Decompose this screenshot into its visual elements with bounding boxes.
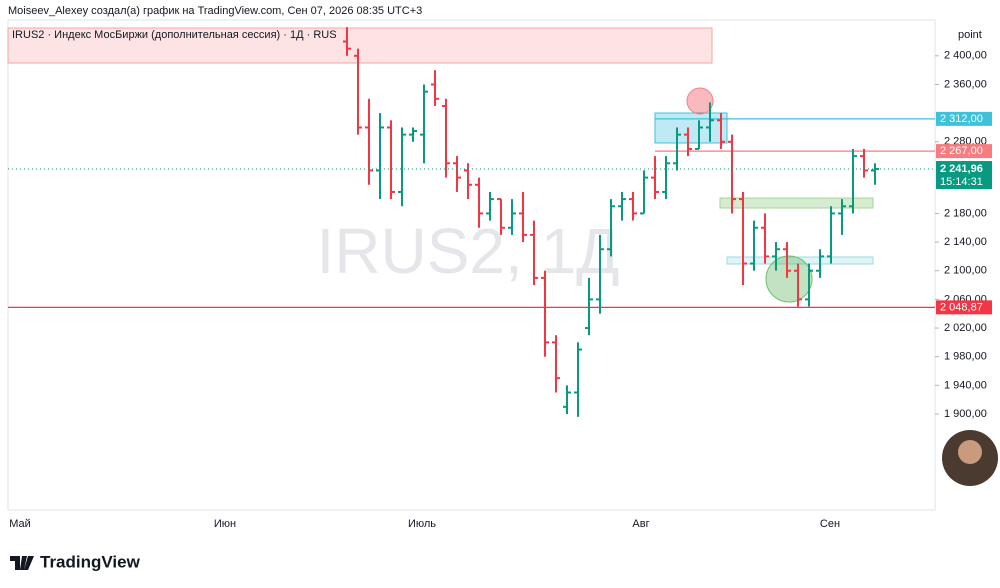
level-tag (936, 111, 992, 126)
x-tick-label: Июн (214, 518, 236, 530)
axis-unit: point (958, 29, 982, 41)
y-tick-label: 1 940,00 (944, 379, 987, 391)
level-label: 2 048,87 (940, 301, 983, 313)
watermark: IRUS2, 1Д (317, 215, 620, 287)
y-tick-label: 2 180,00 (944, 207, 987, 219)
zone-rect (654, 112, 728, 144)
zone-rect (719, 197, 874, 209)
x-tick-label: Май (9, 518, 31, 530)
y-tick-label: 2 400,00 (944, 50, 987, 62)
marker-circle (765, 255, 813, 303)
marker-circle (686, 87, 714, 115)
y-tick-label: 1 900,00 (944, 408, 987, 420)
y-tick-label: 1 980,00 (944, 351, 987, 363)
header: Moiseev_Alexey создал(а) график на Tradi… (8, 5, 422, 17)
legend: IRUS2 · Индекс МосБиржи (дополнительная … (12, 29, 337, 41)
logo-text: TradingView (40, 552, 141, 571)
zone-rect (7, 27, 713, 64)
y-tick-label: 2 100,00 (944, 265, 987, 277)
x-tick-label: Сен (820, 518, 840, 530)
last-price-timer: 15:14:31 (940, 176, 983, 188)
logo-icon (10, 556, 34, 570)
avatar-face (958, 440, 982, 464)
x-tick-label: Авг (632, 518, 649, 530)
level-label: 2 312,00 (940, 113, 983, 125)
last-price-label: 2 241,96 (940, 163, 983, 175)
level-label: 2 267,00 (940, 145, 983, 157)
logo: TradingView (10, 552, 141, 571)
zone-rect (726, 256, 874, 265)
level-tag (936, 144, 992, 159)
y-tick-label: 2 140,00 (944, 236, 987, 248)
y-tick-label: 2 360,00 (944, 78, 987, 90)
last-price-tag (936, 161, 992, 190)
x-tick-label: Июль (408, 518, 436, 530)
level-tag (936, 300, 992, 315)
y-tick-label: 2 020,00 (944, 322, 987, 334)
